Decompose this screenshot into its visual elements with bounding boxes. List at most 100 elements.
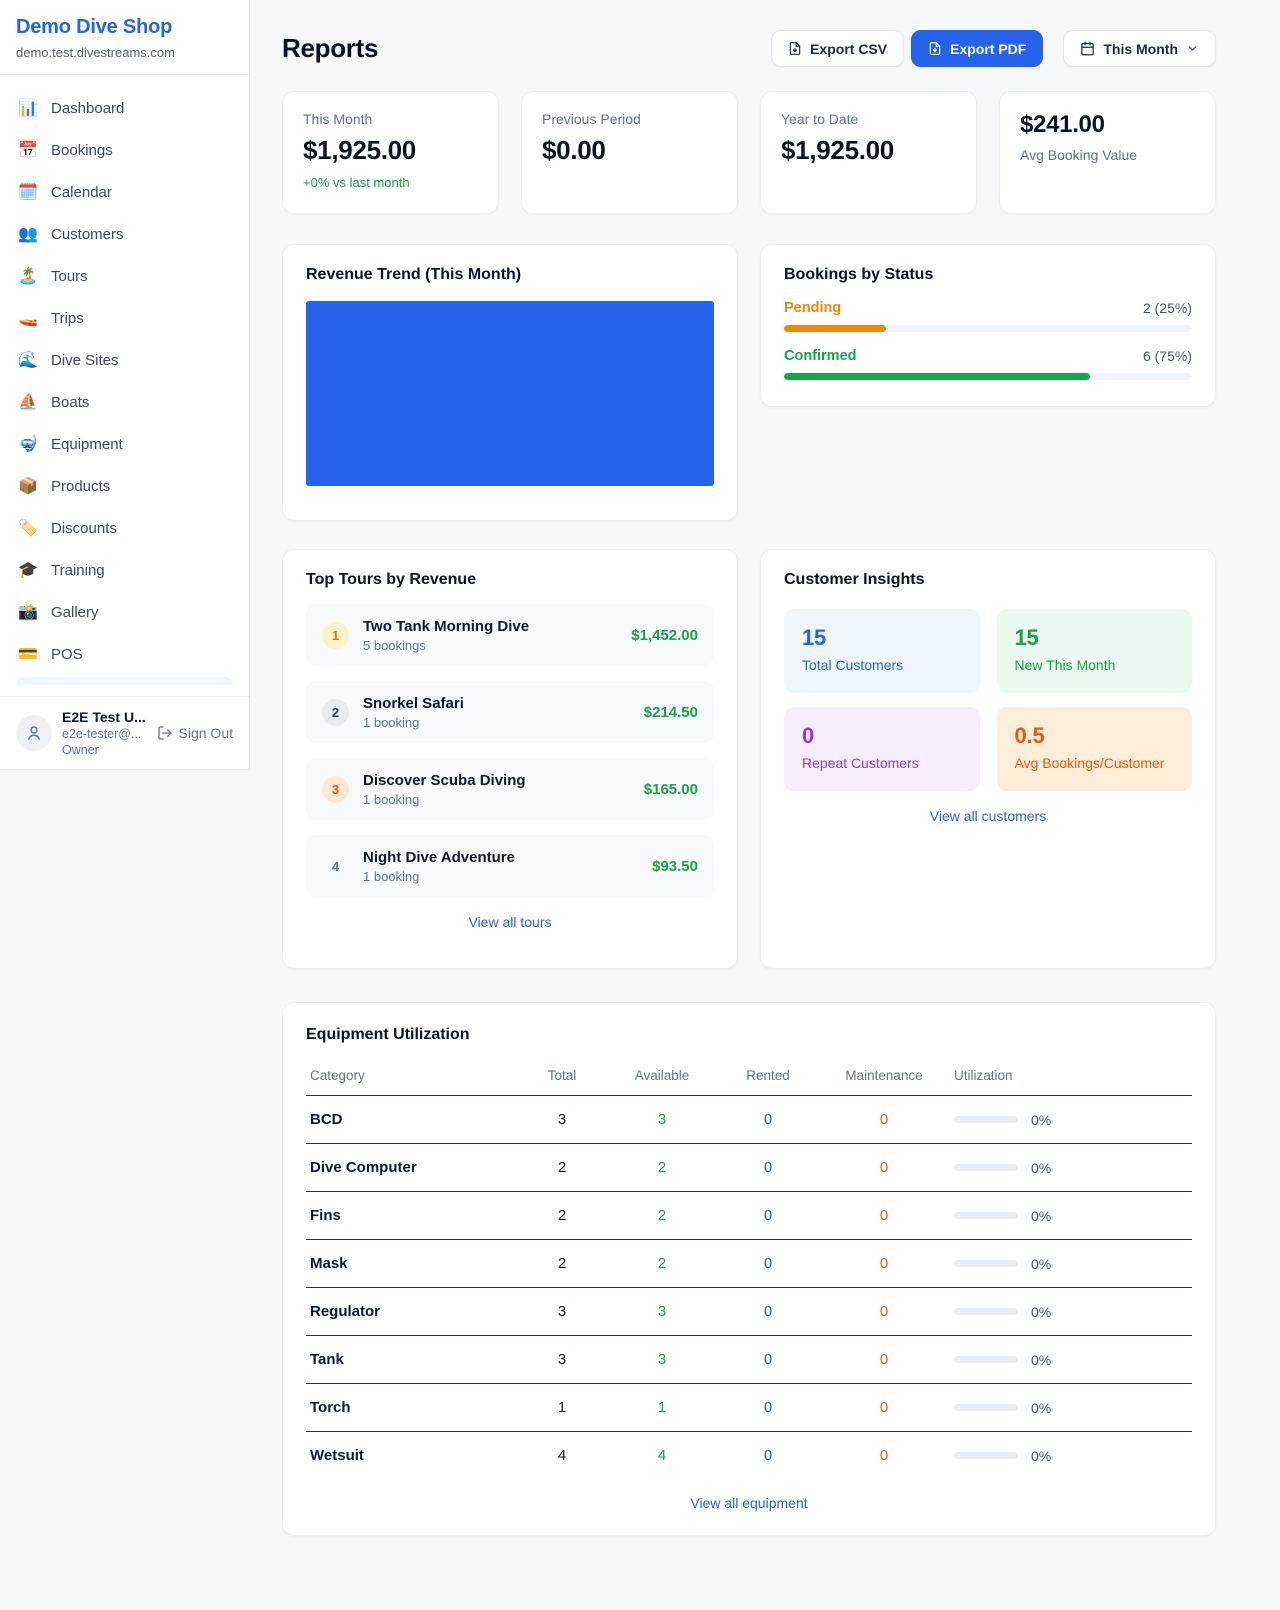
utilization-cell: 0% (954, 1160, 1188, 1176)
cell-maintenance: 0 (818, 1239, 950, 1288)
stat-delta: +0% vs last month (303, 175, 410, 190)
cell-category: Torch (306, 1383, 518, 1432)
tile-avg-bookings-customer: 0.5 Avg Bookings/Customer (996, 707, 1192, 791)
sidebar-active-item-partial[interactable] (16, 677, 233, 685)
sign-out-button[interactable]: Sign Out (157, 725, 233, 741)
view-all-equipment-link[interactable]: View all equipment (690, 1494, 808, 1511)
sidebar: Demo Dive Shop demo.test.divestreams.com… (0, 0, 250, 770)
utilization-percent: 0% (1031, 1255, 1052, 1272)
user-footer: E2E Test U... e2e-tester@... Owner Sign … (0, 696, 249, 769)
wave-icon: 🌊 (18, 352, 38, 369)
tour-row: 4 Night Dive Adventure 1 booking $93.50 (306, 835, 714, 897)
period-label: This Month (1103, 40, 1178, 57)
cell-maintenance: 0 (818, 1335, 950, 1384)
sidebar-item-discounts[interactable]: 🏷️ Discounts (8, 509, 241, 547)
stats-row: This Month $1,925.00 +0% vs last month P… (282, 91, 1216, 214)
tour-revenue: $165.00 (643, 780, 698, 798)
sidebar-item-calendar[interactable]: 🗓️ Calendar (8, 173, 241, 211)
sidebar-item-boats[interactable]: ⛵ Boats (8, 383, 241, 421)
tour-row: 2 Snorkel Safari 1 booking $214.50 (306, 681, 714, 743)
sidebar-item-pos[interactable]: 💳 POS (8, 635, 241, 673)
utilization-cell: 0% (954, 1400, 1188, 1416)
stat-card-avg-booking-value: $241.00 Avg Booking Value (999, 91, 1216, 214)
sidebar-nav: 📊 Dashboard 📅 Bookings 🗓️ Calendar 👥 Cus… (0, 75, 249, 685)
user-email: e2e-tester@... (62, 727, 142, 741)
view-all-tours-link[interactable]: View all tours (468, 914, 552, 930)
tour-row: 1 Two Tank Morning Dive 5 bookings $1,45… (306, 604, 714, 666)
status-row-pending: Pending 2 (25%) (784, 300, 1192, 332)
utilization-track (954, 1356, 1018, 1363)
sidebar-item-dive-sites[interactable]: 🌊 Dive Sites (8, 341, 241, 379)
tour-bookings: 5 bookings (363, 637, 426, 653)
cell-maintenance: 0 (818, 1095, 950, 1144)
cell-maintenance: 0 (818, 1383, 950, 1432)
sidebar-item-label: Equipment (51, 435, 123, 453)
revenue-trend-title: Revenue Trend (This Month) (306, 266, 522, 283)
sign-out-label: Sign Out (178, 725, 233, 741)
view-all-customers-link[interactable]: View all customers (929, 808, 1047, 824)
stat-label: Year to Date (781, 111, 859, 127)
tour-row: 3 Discover Scuba Diving 1 booking $165.0… (306, 758, 714, 820)
utilization-percent: 0% (1031, 1303, 1052, 1320)
package-icon: 📦 (18, 478, 38, 495)
utilization-track (954, 1164, 1018, 1171)
sidebar-item-label: Boats (51, 393, 90, 411)
sidebar-item-equipment[interactable]: 🤿 Equipment (8, 425, 241, 463)
cell-total: 4 (557, 1447, 567, 1465)
sidebar-item-trips[interactable]: 🚤 Trips (8, 299, 241, 337)
equipment-table: Category Total Available Rented Maintena… (306, 1058, 1192, 1480)
rank-badge: 2 (322, 698, 349, 726)
status-label-pending: Pending (784, 300, 842, 316)
avatar (16, 715, 52, 751)
sidebar-item-label: Training (51, 561, 105, 579)
cell-category: Regulator (306, 1287, 518, 1336)
tour-bookings: 1 booking (363, 714, 420, 730)
camera-icon: 📸 (18, 604, 38, 621)
rank-badge: 1 (322, 621, 349, 649)
credit-card-icon: 💳 (18, 646, 38, 663)
cell-available: 3 (606, 1335, 718, 1384)
sidebar-item-label: Products (51, 477, 111, 495)
sidebar-item-label: Calendar (51, 183, 112, 201)
table-row: Dive Computer 2 2 0 0 0% (306, 1143, 1192, 1192)
sailboat-icon: ⛵ (18, 394, 38, 411)
revenue-trend-card: Revenue Trend (This Month) (282, 244, 738, 521)
sidebar-item-products[interactable]: 📦 Products (8, 467, 241, 505)
sidebar-item-bookings[interactable]: 📅 Bookings (8, 131, 241, 169)
brand-block: Demo Dive Shop demo.test.divestreams.com (0, 0, 249, 75)
table-row: Fins 2 2 0 0 0% (306, 1191, 1192, 1240)
brand-domain: demo.test.divestreams.com (16, 45, 175, 60)
cell-available: 4 (657, 1447, 667, 1465)
column-header-total: Total (518, 1058, 606, 1096)
export-pdf-button[interactable]: Export PDF (911, 30, 1044, 67)
sidebar-item-dashboard[interactable]: 📊 Dashboard (8, 89, 241, 127)
table-row: BCD 3 3 0 0 0% (306, 1095, 1192, 1144)
export-pdf-label: Export PDF (950, 40, 1027, 57)
period-dropdown[interactable]: This Month (1063, 30, 1216, 67)
tile-value: 0.5 (1014, 723, 1045, 748)
utilization-track (954, 1404, 1018, 1411)
cell-total: 2 (518, 1239, 606, 1288)
file-icon (789, 42, 801, 55)
cell-category: Fins (306, 1191, 518, 1240)
bookings-by-status-title: Bookings by Status (784, 266, 934, 283)
calendar-icon: 📅 (18, 142, 38, 159)
tour-revenue: $1,452.00 (631, 626, 698, 644)
stat-card-year-to-date: Year to Date $1,925.00 (760, 91, 977, 214)
stat-label: Previous Period (542, 111, 641, 127)
top-tours-card: Top Tours by Revenue 1 Two Tank Morning … (282, 549, 738, 969)
sidebar-item-tours[interactable]: 🏝️ Tours (8, 257, 241, 295)
table-row: Mask 2 2 0 0 0% (306, 1239, 1192, 1288)
page-title: Reports (282, 33, 379, 63)
tile-label: Avg Bookings/Customer (1014, 755, 1165, 771)
sidebar-item-gallery[interactable]: 📸 Gallery (8, 593, 241, 631)
sidebar-item-training[interactable]: 🎓 Training (8, 551, 241, 589)
sidebar-item-customers[interactable]: 👥 Customers (8, 215, 241, 253)
insights-row: Top Tours by Revenue 1 Two Tank Morning … (282, 549, 1216, 969)
utilization-track (954, 1116, 1018, 1123)
export-csv-button[interactable]: Export CSV (771, 30, 905, 67)
stat-value: $1,925.00 (781, 135, 894, 165)
cell-available: 1 (606, 1383, 718, 1432)
bookings-by-status-card: Bookings by Status Pending 2 (25%) Confi… (760, 244, 1216, 407)
sidebar-item-label: Dashboard (51, 99, 125, 117)
